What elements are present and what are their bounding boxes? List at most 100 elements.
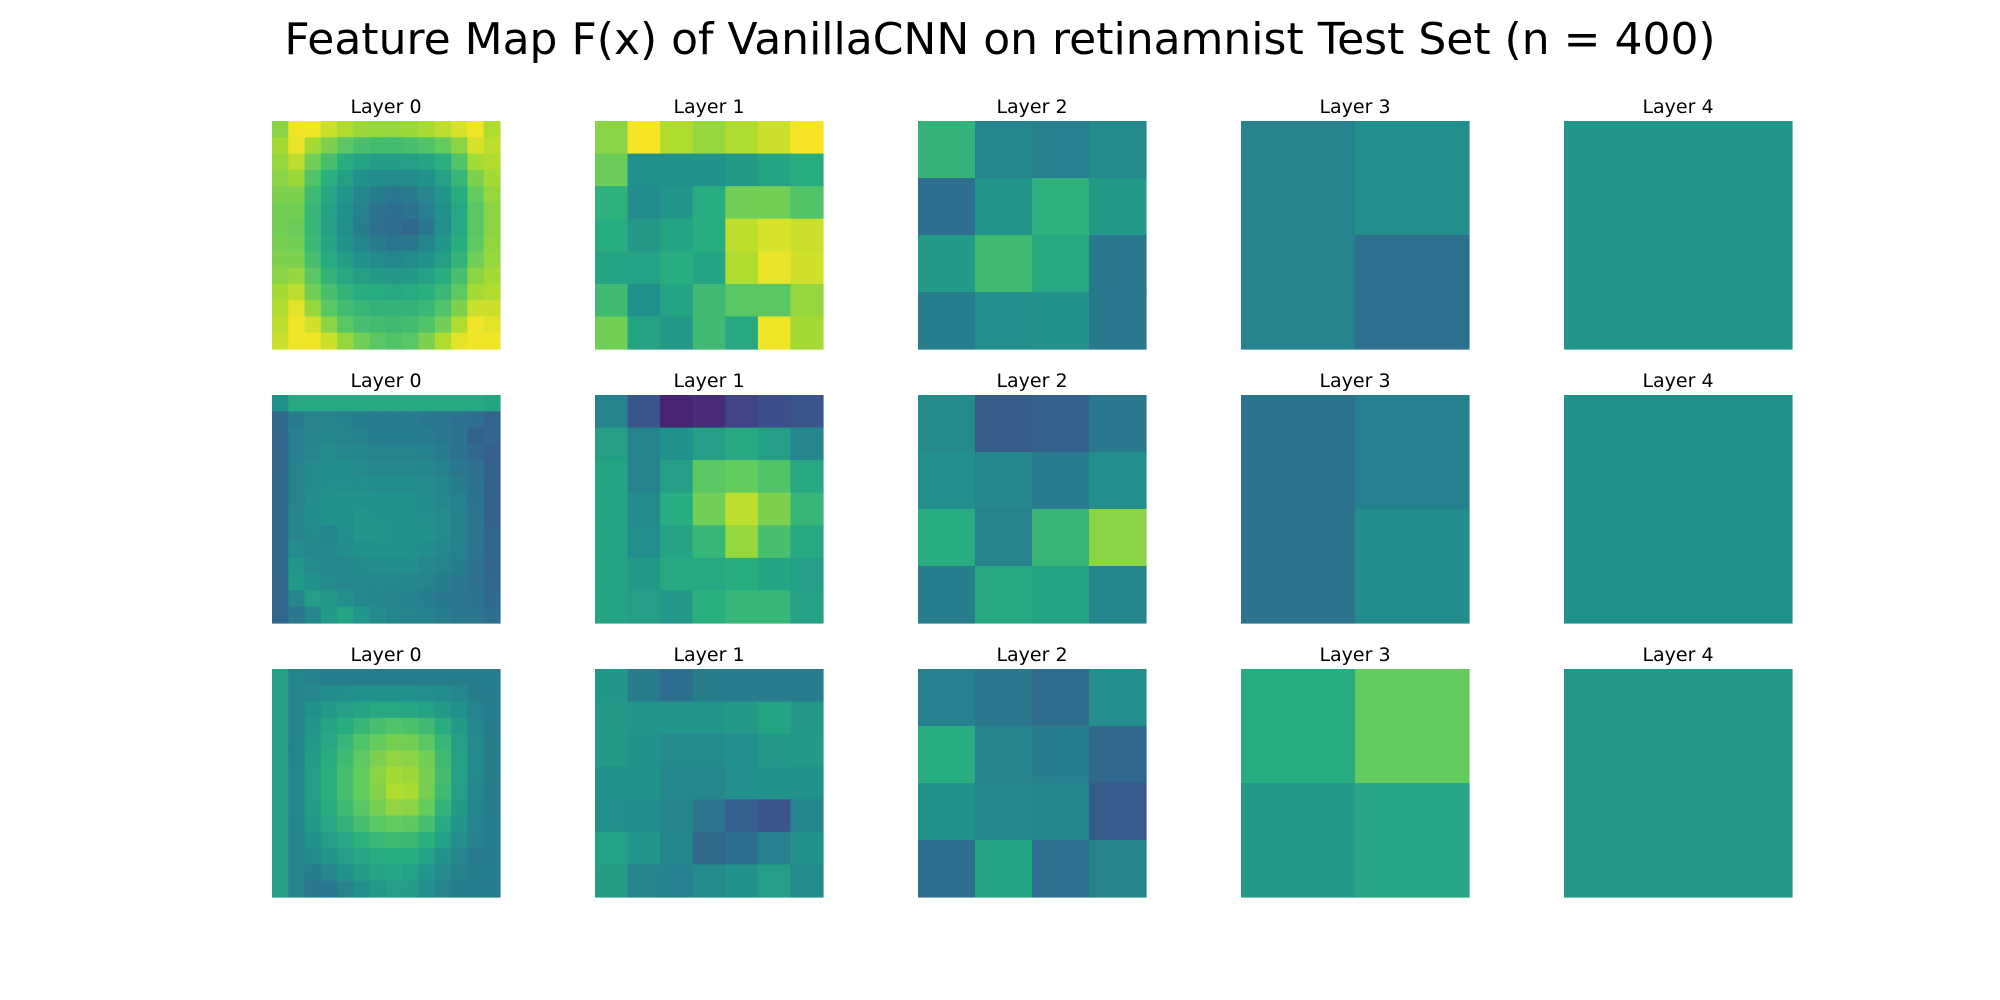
heatmap-cell xyxy=(369,880,387,898)
heatmap-cell xyxy=(627,492,661,526)
heatmap-cell xyxy=(467,701,485,719)
heatmap-cell xyxy=(386,316,403,334)
heatmap-cell xyxy=(1032,395,1090,453)
heatmap-cell xyxy=(790,734,824,768)
heatmap-cell xyxy=(434,590,452,608)
heatmap-cell xyxy=(337,267,355,285)
heatmap-cell xyxy=(337,590,355,608)
heatmap-cell xyxy=(288,848,306,866)
heatmap-cell xyxy=(790,283,824,318)
heatmap-cell xyxy=(272,606,289,624)
heatmap-cell xyxy=(418,880,436,898)
heatmap-cell xyxy=(451,606,469,624)
heatmap-cell xyxy=(757,831,792,866)
heatmap-cell xyxy=(402,717,420,735)
heatmap-cell xyxy=(975,509,1033,567)
heatmap-cell xyxy=(434,411,452,429)
heatmap-cell xyxy=(692,186,726,220)
heatmap-cell xyxy=(451,557,469,575)
heatmap-cell xyxy=(790,525,824,559)
heatmap-cell xyxy=(369,300,387,318)
heatmap-cell xyxy=(320,864,338,882)
heatmap-cell xyxy=(757,525,792,559)
heatmap-cell xyxy=(353,734,371,752)
heatmap-cell xyxy=(918,840,976,898)
heatmap-cell xyxy=(402,701,420,719)
heatmap-cell xyxy=(288,831,306,849)
heatmap-cell xyxy=(272,332,289,350)
heatmap-cell xyxy=(272,717,289,735)
heatmap-cell xyxy=(483,734,501,752)
heatmap-cell xyxy=(483,137,501,155)
heatmap-cell xyxy=(1032,783,1090,841)
heatmap-cell xyxy=(337,492,355,510)
heatmap-cell xyxy=(304,557,322,575)
heatmap-cell xyxy=(483,251,501,269)
heatmap-cell xyxy=(451,395,469,412)
heatmap-cell xyxy=(467,186,485,204)
heatmap-cell xyxy=(790,557,824,592)
heatmap-cell xyxy=(418,799,436,817)
heatmap-cell xyxy=(402,685,420,703)
heatmap-cell xyxy=(467,316,485,334)
heatmap-cell xyxy=(757,283,792,318)
heatmap-cell xyxy=(975,292,1033,350)
heatmap-cell xyxy=(304,395,322,412)
heatmap-cell xyxy=(337,815,355,833)
heatmap-cell xyxy=(483,316,501,334)
heatmap-cell xyxy=(790,492,824,526)
heatmap-cell xyxy=(595,766,629,800)
heatmap-cell xyxy=(467,251,485,269)
heatmap-cell xyxy=(790,460,824,494)
heatmap-cell xyxy=(467,169,485,187)
heatmap-cell xyxy=(320,137,338,155)
heatmap-cell xyxy=(353,169,371,187)
heatmap-cell xyxy=(725,864,759,898)
heatmap-cell xyxy=(304,815,322,833)
heatmap-cell xyxy=(272,218,289,236)
heatmap-cell xyxy=(288,411,306,429)
heatmap-cell xyxy=(434,799,452,817)
heatmap-cell xyxy=(418,509,436,526)
heatmap-cell xyxy=(402,121,420,138)
heatmap-cell xyxy=(304,701,322,719)
heatmap-cell xyxy=(434,815,452,833)
heatmap-cell xyxy=(725,799,759,833)
heatmap-cell xyxy=(288,218,306,236)
heatmap-cell xyxy=(386,815,403,833)
heatmap-cell xyxy=(402,427,420,445)
heatmap-cell xyxy=(434,218,452,236)
heatmap-cell xyxy=(288,750,306,768)
panel-title: Layer 1 xyxy=(673,96,744,118)
heatmap-cell xyxy=(272,492,289,510)
heatmap-cell xyxy=(320,799,338,817)
heatmap-cell xyxy=(353,685,371,703)
heatmap-cell xyxy=(467,783,485,800)
heatmap-panel-row2-layer2: Layer 2 xyxy=(918,370,1147,624)
heatmap-cell xyxy=(483,443,501,461)
heatmap-cell xyxy=(353,332,371,350)
heatmap-cell xyxy=(386,460,403,478)
heatmap-cell xyxy=(320,574,338,592)
heatmap-cell xyxy=(272,460,289,478)
heatmap-cell xyxy=(272,880,289,898)
heatmap-cell xyxy=(288,267,306,285)
heatmap-cell xyxy=(386,701,403,719)
heatmap-cell xyxy=(337,669,355,686)
heatmap-cell xyxy=(272,395,289,412)
heatmap-cell xyxy=(402,460,420,478)
heatmap-cell xyxy=(288,783,306,800)
heatmap-cell xyxy=(660,557,694,592)
heatmap-cell xyxy=(660,669,694,703)
panel-title: Layer 4 xyxy=(1642,644,1713,666)
heatmap-cell xyxy=(451,427,469,445)
heatmap-cell xyxy=(451,332,469,350)
heatmap-cell xyxy=(467,492,485,510)
heatmap-cell xyxy=(918,726,976,784)
heatmap-cell xyxy=(386,590,403,608)
heatmap-cell xyxy=(402,153,420,171)
heatmap-cell xyxy=(288,460,306,478)
heatmap-cell xyxy=(386,395,403,412)
heatmap-cell xyxy=(790,864,824,898)
heatmap-cell xyxy=(353,283,371,301)
